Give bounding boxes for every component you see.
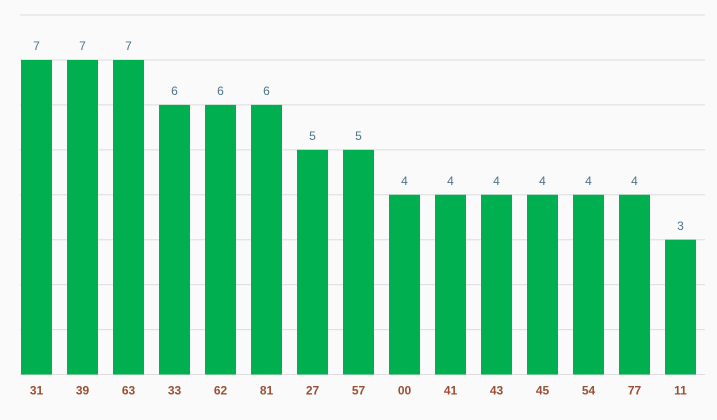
bar <box>159 104 190 375</box>
bar <box>435 194 466 375</box>
x-tick-label: 00 <box>398 384 412 398</box>
value-label: 7 <box>79 39 86 53</box>
bar <box>481 194 512 375</box>
x-tick-label: 31 <box>30 384 44 398</box>
x-tick-label: 63 <box>122 384 136 398</box>
bar <box>389 194 420 375</box>
x-tick-label: 81 <box>260 384 274 398</box>
bar <box>67 59 98 375</box>
bar <box>619 194 650 375</box>
value-label: 6 <box>217 84 224 98</box>
value-label: 7 <box>125 39 132 53</box>
value-label: 4 <box>585 174 592 188</box>
x-tick-label: 54 <box>582 384 596 398</box>
value-label: 5 <box>355 129 362 143</box>
bar <box>665 239 696 375</box>
x-tick-label: 39 <box>76 384 90 398</box>
value-label: 7 <box>33 39 40 53</box>
bar <box>205 104 236 375</box>
value-label: 4 <box>401 174 408 188</box>
x-tick-label: 57 <box>352 384 366 398</box>
value-label: 6 <box>263 84 270 98</box>
value-label: 4 <box>447 174 454 188</box>
value-label: 4 <box>493 174 500 188</box>
value-label: 4 <box>631 174 638 188</box>
bar <box>343 149 374 375</box>
x-tick-label: 11 <box>674 384 687 398</box>
x-tick-label: 45 <box>536 384 550 398</box>
x-tick-label: 62 <box>214 384 228 398</box>
x-tick-label: 41 <box>444 384 458 398</box>
bar <box>527 194 558 375</box>
x-tick-label: 77 <box>628 384 642 398</box>
value-label: 4 <box>539 174 546 188</box>
bar <box>113 59 144 375</box>
value-label: 5 <box>309 129 316 143</box>
value-label: 6 <box>171 84 178 98</box>
x-tick-label: 43 <box>490 384 504 398</box>
value-label: 3 <box>677 219 684 233</box>
x-tick-label: 33 <box>168 384 182 398</box>
bar <box>21 59 52 375</box>
bar <box>573 194 604 375</box>
bar <box>297 149 328 375</box>
x-tick-label: 27 <box>306 384 320 398</box>
bar <box>251 104 282 375</box>
